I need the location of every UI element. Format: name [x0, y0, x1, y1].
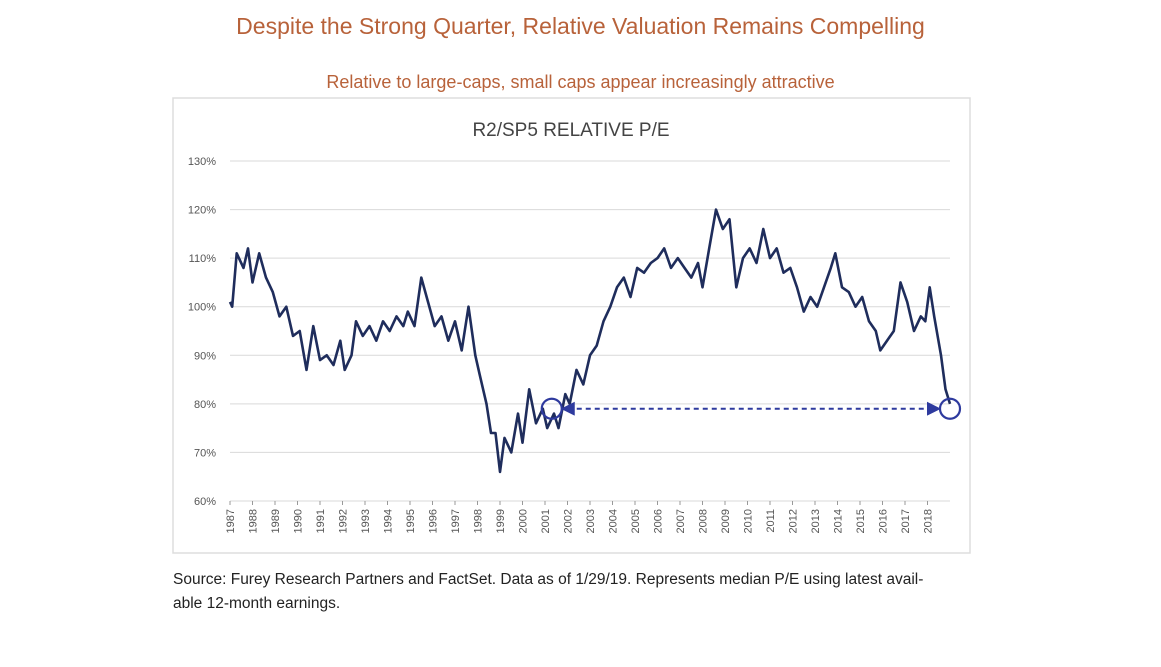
- x-tick-label: 2006: [653, 509, 665, 533]
- x-tick-label: 2010: [743, 509, 755, 533]
- source-note: Source: Furey Research Partners and Fact…: [173, 568, 923, 616]
- chart-frame: [172, 97, 971, 554]
- x-tick-label: 1991: [315, 509, 327, 533]
- source-line: able 12-month earnings.: [173, 595, 341, 612]
- x-tick-label: 2004: [608, 509, 620, 533]
- x-tick-label: 2005: [630, 509, 642, 533]
- x-tick-label: 2011: [765, 509, 777, 533]
- x-tick-label: 2001: [540, 509, 552, 533]
- x-tick-label: 1987: [225, 509, 237, 533]
- x-tick-label: 2018: [923, 509, 935, 533]
- x-tick-label: 1999: [495, 509, 507, 533]
- x-tick-label: 2012: [788, 509, 800, 533]
- x-tick-label: 1993: [360, 509, 372, 533]
- x-tick-label: 1997: [450, 509, 462, 533]
- x-tick-label: 2015: [855, 509, 867, 533]
- x-tick-label: 2002: [563, 509, 575, 533]
- highlight-marker: [540, 397, 563, 420]
- x-tick-label: 2003: [585, 509, 597, 533]
- x-tick-label: 2017: [900, 509, 912, 533]
- y-tick-label: 60%: [194, 496, 216, 508]
- x-tick-label: 2008: [698, 509, 710, 533]
- x-tick-label: 1989: [270, 509, 282, 533]
- source-line: Source: Furey Research Partners and Fact…: [173, 571, 924, 588]
- highlight-marker: [938, 397, 962, 420]
- x-tick-label: 1995: [405, 509, 417, 533]
- chart-title: R2/SP5 RELATIVE P/E: [472, 120, 669, 141]
- y-tick-label: 80%: [194, 399, 216, 411]
- x-tick-label: 1992: [338, 509, 350, 533]
- y-tick-label: 110%: [189, 253, 217, 265]
- x-tick-label: 1996: [428, 509, 440, 533]
- series-line: [228, 208, 952, 474]
- y-tick-label: 100%: [188, 302, 216, 314]
- x-tick-label: 2013: [810, 509, 822, 533]
- page-subtitle: Relative to large-caps, small caps appea…: [326, 72, 835, 92]
- x-tick-label: 2016: [878, 509, 890, 533]
- x-tick-label: 2007: [675, 509, 687, 533]
- y-tick-label: 70%: [194, 447, 216, 459]
- y-tick-label: 90%: [194, 350, 216, 362]
- x-tick-label: 1990: [293, 509, 305, 533]
- x-tick-label: 1994: [383, 509, 395, 533]
- y-tick-label: 120%: [188, 205, 216, 217]
- x-tick-label: 2000: [518, 509, 530, 533]
- x-tick-label: 1998: [473, 509, 485, 533]
- y-tick-label: 130%: [188, 156, 216, 168]
- page-title: Despite the Strong Quarter, Relative Val…: [236, 13, 925, 39]
- x-tick-label: 2014: [833, 509, 845, 533]
- x-tick-label: 1988: [248, 509, 260, 533]
- x-tick-label: 2009: [720, 509, 732, 533]
